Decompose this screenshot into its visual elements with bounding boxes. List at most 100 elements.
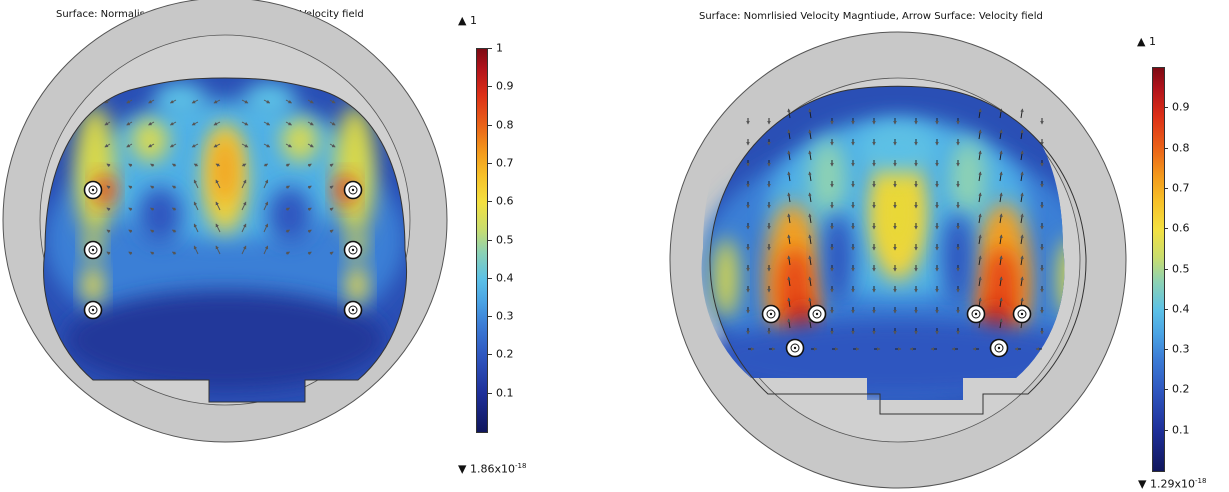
inlet-marker-inner [88, 185, 98, 195]
right-colorbar-tickmark [1164, 147, 1168, 149]
left-colorbar-tickmark [488, 162, 492, 164]
inlet-marker-dot [91, 188, 95, 192]
velocity-arrow [263, 163, 269, 168]
velocity-arrow [104, 143, 111, 148]
velocity-arrow [999, 171, 1003, 182]
right-colorbar-min-exponent: -18 [1194, 477, 1207, 485]
velocity-region [822, 213, 854, 303]
velocity-arrow [787, 318, 791, 329]
velocity-arrow [126, 99, 133, 104]
velocity-arrow [978, 129, 982, 140]
velocity-arrow [999, 297, 1003, 308]
velocity-arrow [106, 229, 111, 234]
velocity-arrow [171, 251, 177, 256]
velocity-arrow [215, 163, 221, 167]
velocity-arrow [787, 234, 791, 245]
velocity-arrow [263, 121, 271, 126]
velocity-arrow [999, 255, 1003, 266]
domain-outline [709, 85, 1087, 415]
velocity-arrow [307, 229, 312, 234]
velocity-arrow [787, 213, 791, 224]
velocity-region [942, 213, 974, 303]
right-colorbar-min: ▼ 1.29x10-18 [1138, 477, 1207, 491]
inlet-marker-inner [994, 343, 1004, 353]
velocity-arrow [148, 121, 155, 126]
velocity-arrow [213, 143, 221, 148]
velocity-arrow [329, 99, 336, 104]
velocity-arrow [241, 143, 249, 148]
right-velocity-plot [669, 31, 1127, 489]
velocity-arrow [263, 223, 269, 233]
inlet-marker-inner [790, 343, 800, 353]
right-colorbar-min-label: 1.29 [1149, 477, 1175, 491]
velocity-arrow [213, 99, 221, 104]
velocity-arrow [307, 207, 312, 212]
velocity-arrow [169, 99, 177, 104]
velocity-arrow [128, 163, 133, 168]
velocity-arrow [787, 255, 791, 266]
velocity-arrow [215, 179, 221, 189]
velocity-arrow [215, 201, 221, 211]
velocity-arrow [106, 207, 111, 212]
inlet-marker-dot [769, 312, 773, 316]
velocity-arrow [787, 192, 791, 203]
velocity-arrow [787, 150, 791, 161]
left-colorbar-tickmark [488, 48, 492, 49]
velocity-arrow [104, 99, 111, 104]
left-velocity-plot [2, 0, 448, 443]
velocity-arrow [999, 318, 1003, 329]
velocity-arrow [104, 121, 111, 126]
velocity-region [701, 318, 1065, 398]
velocity-arrow [169, 121, 177, 126]
inlet-marker-dot [351, 308, 355, 312]
triangle-up-icon: ▲ [458, 14, 467, 27]
velocity-region [244, 82, 296, 118]
velocity-arrow [978, 108, 982, 119]
velocity-arrow [307, 99, 314, 104]
velocity-arrow [193, 223, 199, 233]
right-colorbar-max: ▲ 1 [1137, 35, 1156, 48]
velocity-arrow [263, 179, 269, 189]
velocity-arrow [285, 143, 293, 148]
velocity-arrow [263, 245, 269, 255]
left-colorbar-tick-label: 0.5 [496, 233, 514, 246]
right-colorbar-gradient [1152, 67, 1165, 472]
velocity-arrow [1020, 108, 1024, 119]
velocity-arrow [193, 179, 199, 189]
left-panel: Surface: Normalised Air Velocity, Arrow … [0, 0, 600, 492]
inlet-marker-inner [812, 309, 822, 319]
velocity-arrow [307, 163, 312, 168]
inlet-marker-inner [1017, 309, 1027, 319]
velocity-arrow [148, 99, 155, 104]
velocity-arrow [1020, 171, 1024, 182]
velocity-arrow [999, 276, 1003, 287]
left-colorbar-tickmark [488, 86, 492, 88]
velocity-arrow [307, 185, 312, 190]
velocity-arrow [169, 143, 177, 148]
velocity-arrow [148, 143, 155, 148]
velocity-region [950, 140, 986, 216]
right-panel: Surface: Nomrlisied Velocity Magntiude, … [610, 0, 1229, 492]
velocity-arrow [241, 163, 247, 167]
triangle-down-icon: ▼ [1138, 477, 1147, 491]
left-colorbar-tickmark [488, 354, 492, 356]
velocity-arrow [171, 185, 177, 190]
velocity-arrow [285, 229, 291, 234]
right-colorbar-tickmark [1164, 389, 1168, 391]
velocity-arrow [171, 229, 177, 234]
velocity-arrow [128, 251, 133, 256]
right-colorbar-tickmark [1164, 308, 1168, 310]
right-colorbar-tickmark [1164, 107, 1168, 109]
velocity-region [810, 140, 846, 216]
left-colorbar-tick-label: 1 [496, 41, 503, 55]
right-colorbar-tick-label: 0.7 [1172, 181, 1190, 195]
left-colorbar-tickmark [488, 201, 492, 203]
velocity-arrow [171, 163, 177, 168]
velocity-arrow [999, 213, 1003, 224]
velocity-arrow [241, 121, 249, 126]
velocity-arrow [171, 207, 177, 212]
velocity-arrow [263, 143, 271, 148]
velocity-region [154, 82, 206, 118]
velocity-arrow [191, 99, 199, 104]
inlet-marker-dot [351, 248, 355, 252]
